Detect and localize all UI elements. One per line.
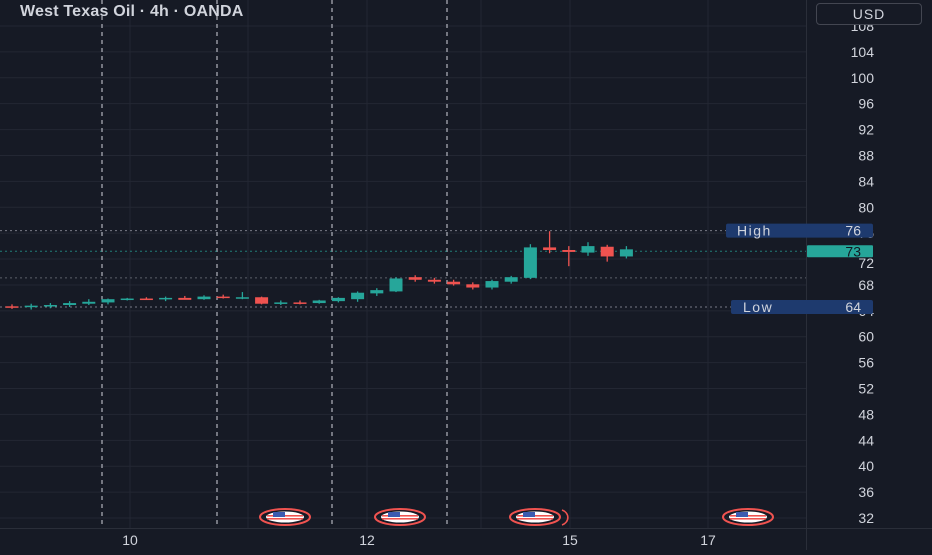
candle-body[interactable] <box>562 249 576 252</box>
chart-title: West Texas Oil · 4h · OANDA <box>20 3 244 20</box>
candle-body[interactable] <box>312 300 326 304</box>
candle-body[interactable] <box>619 249 633 257</box>
candle-body[interactable] <box>101 299 115 303</box>
y-tick-label: 56 <box>858 355 874 371</box>
high-label-box <box>726 223 873 238</box>
candle-body[interactable] <box>274 302 288 304</box>
candle-body[interactable] <box>178 297 192 300</box>
candle-body[interactable] <box>120 298 134 301</box>
y-tick-label: 88 <box>858 147 874 163</box>
current-price-value: 73 <box>845 243 861 259</box>
y-tick-label: 72 <box>858 255 874 271</box>
us-flag-event-icon[interactable] <box>374 508 426 526</box>
current-price-box <box>807 245 873 258</box>
low-value: 64 <box>845 299 861 315</box>
candle-body[interactable] <box>523 247 537 278</box>
high-label: High <box>737 223 772 239</box>
candle-body[interactable] <box>504 277 518 282</box>
x-tick-label: 17 <box>700 532 716 548</box>
candle-body[interactable] <box>466 284 480 288</box>
candle-body[interactable] <box>331 297 345 302</box>
candle-body[interactable] <box>216 296 230 299</box>
y-tick-label: 80 <box>858 199 874 215</box>
candle-body[interactable] <box>139 298 153 301</box>
y-tick-label: 84 <box>858 173 874 189</box>
y-tick-label: 32 <box>858 510 874 526</box>
us-flag-event-icon[interactable] <box>722 508 774 526</box>
candle-body[interactable] <box>159 297 173 300</box>
us-flag-event-icon[interactable] <box>509 508 561 526</box>
y-tick-label: 36 <box>858 484 874 500</box>
candle-body[interactable] <box>235 297 249 299</box>
candle-body[interactable] <box>543 247 557 250</box>
low-label: Low <box>743 299 773 315</box>
candle-body[interactable] <box>43 305 57 307</box>
y-tick-label: 48 <box>858 406 874 422</box>
y-tick-label: 92 <box>858 122 874 138</box>
x-tick-label: 15 <box>562 532 578 548</box>
y-tick-label: 96 <box>858 96 874 112</box>
y-tick-label: 104 <box>851 44 875 60</box>
y-tick-label: 60 <box>858 329 874 345</box>
candle-body[interactable] <box>485 281 499 288</box>
candle-body[interactable] <box>389 278 403 292</box>
candle-body[interactable] <box>255 297 269 304</box>
event-marker-overlap <box>561 509 569 526</box>
x-tick-label: 10 <box>122 532 138 548</box>
y-tick-label: 100 <box>851 70 875 86</box>
candle-body[interactable] <box>63 303 77 306</box>
y-tick-label: 44 <box>858 432 874 448</box>
candle-body[interactable] <box>427 279 441 282</box>
candle-body[interactable] <box>447 281 461 285</box>
candle-body[interactable] <box>82 301 96 304</box>
candle-body[interactable] <box>351 292 365 300</box>
x-tick-label: 12 <box>359 532 375 548</box>
candle-body[interactable] <box>408 277 422 280</box>
candle-body[interactable] <box>197 296 211 300</box>
y-tick-label: 52 <box>858 381 874 397</box>
candle-body[interactable] <box>581 246 595 253</box>
us-flag-event-icon[interactable] <box>259 508 311 526</box>
candle-body[interactable] <box>5 306 19 308</box>
candle-body[interactable] <box>600 246 614 257</box>
candle-body[interactable] <box>293 302 307 304</box>
currency-button[interactable]: USD <box>816 3 922 25</box>
high-value: 76 <box>845 223 861 239</box>
y-tick-label: 40 <box>858 458 874 474</box>
y-tick-label: 68 <box>858 277 874 293</box>
low-label-box <box>731 299 873 314</box>
candle-body[interactable] <box>24 305 38 308</box>
candle-body[interactable] <box>370 290 384 294</box>
